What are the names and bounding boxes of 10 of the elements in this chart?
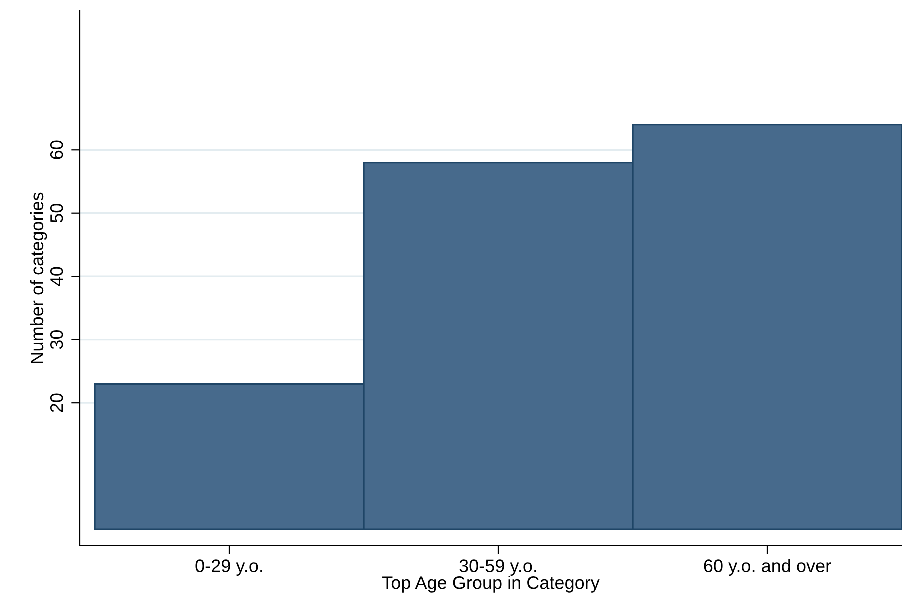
y-axis-title: Number of categories xyxy=(30,192,48,364)
y-tick-label: 50 xyxy=(50,204,64,223)
x-tick-label: 0-29 y.o. xyxy=(196,560,262,576)
x-tick-label: 30-59 y.o. xyxy=(460,560,536,576)
y-tick-label: 30 xyxy=(50,330,64,350)
x-tick-label: 60 y.o. and over xyxy=(704,559,832,576)
y-tick-label: 20 xyxy=(50,394,64,412)
y-tick-label: 40 xyxy=(50,267,64,286)
y-tick-label: 60 xyxy=(50,140,64,160)
x-axis-title: Top Age Group in Category xyxy=(382,576,600,593)
